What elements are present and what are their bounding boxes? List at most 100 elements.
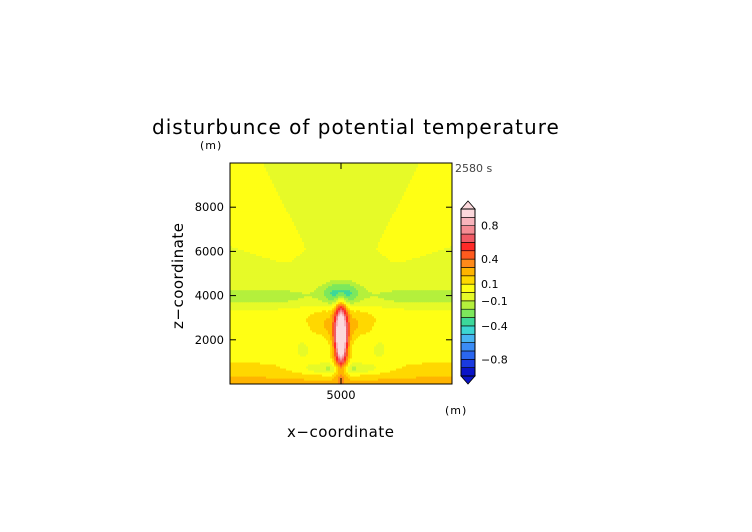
field-cell bbox=[324, 365, 327, 369]
field-cell bbox=[256, 355, 259, 359]
field-cell bbox=[282, 351, 285, 355]
field-cell bbox=[430, 347, 433, 351]
field-cell bbox=[256, 335, 259, 339]
field-cell bbox=[398, 369, 401, 373]
field-cell bbox=[314, 379, 317, 383]
field-cell bbox=[236, 369, 239, 373]
field-cell bbox=[398, 359, 401, 363]
field-cell bbox=[302, 377, 305, 381]
field-cell bbox=[270, 361, 273, 365]
field-cell bbox=[384, 381, 387, 384]
field-cell bbox=[356, 375, 359, 379]
field-cell bbox=[422, 379, 425, 383]
field-cell bbox=[372, 357, 375, 361]
field-cell bbox=[384, 365, 387, 369]
field-cell bbox=[266, 377, 269, 381]
field-cell bbox=[354, 375, 357, 379]
field-cell bbox=[276, 337, 279, 341]
field-cell bbox=[344, 339, 347, 343]
field-cell bbox=[414, 375, 417, 379]
field-cell bbox=[300, 381, 303, 384]
field-cell bbox=[236, 355, 239, 359]
field-cell bbox=[256, 375, 259, 379]
field-cell bbox=[406, 375, 409, 379]
field-cell bbox=[284, 355, 287, 359]
field-cell bbox=[346, 375, 349, 379]
field-cell bbox=[272, 349, 275, 353]
field-cell bbox=[304, 381, 307, 384]
field-cell bbox=[398, 349, 401, 353]
field-cell bbox=[236, 363, 239, 367]
field-cell bbox=[320, 349, 323, 353]
field-cell bbox=[254, 377, 257, 381]
field-cell bbox=[258, 355, 261, 359]
field-cell bbox=[428, 357, 431, 361]
field-cell bbox=[296, 377, 299, 381]
field-cell bbox=[382, 369, 385, 373]
field-cell bbox=[432, 377, 435, 381]
field-cell bbox=[230, 371, 233, 375]
field-cell bbox=[326, 375, 329, 379]
field-cell bbox=[428, 339, 431, 343]
field-cell bbox=[328, 355, 331, 359]
field-cell bbox=[352, 345, 355, 349]
field-cell bbox=[408, 363, 411, 367]
field-cell bbox=[276, 347, 279, 351]
field-cell bbox=[330, 343, 333, 347]
field-cell bbox=[296, 337, 299, 341]
field-cell bbox=[428, 371, 431, 375]
field-cell bbox=[430, 379, 433, 383]
field-cell bbox=[354, 361, 357, 365]
field-cell bbox=[394, 369, 397, 373]
field-cell bbox=[332, 343, 335, 347]
field-cell bbox=[324, 353, 327, 357]
field-cell bbox=[402, 343, 405, 347]
field-cell bbox=[346, 365, 349, 369]
field-cell bbox=[258, 379, 261, 383]
field-cell bbox=[384, 361, 387, 365]
field-cell bbox=[396, 381, 399, 384]
field-cell bbox=[350, 371, 353, 375]
field-cell bbox=[286, 377, 289, 381]
field-cell bbox=[374, 371, 377, 375]
field-cell bbox=[390, 363, 393, 367]
field-cell bbox=[350, 357, 353, 361]
field-cell bbox=[338, 379, 341, 383]
field-cell bbox=[396, 371, 399, 375]
field-cell bbox=[360, 377, 363, 381]
field-cell bbox=[334, 341, 337, 345]
field-cell bbox=[244, 355, 247, 359]
field-cell bbox=[348, 367, 351, 371]
field-cell bbox=[442, 367, 445, 371]
field-cell bbox=[314, 337, 317, 341]
field-cell bbox=[322, 351, 325, 355]
field-cell bbox=[240, 381, 243, 384]
field-cell bbox=[282, 335, 285, 339]
field-cell bbox=[444, 345, 447, 349]
field-cell bbox=[356, 343, 359, 347]
field-cell bbox=[446, 357, 449, 361]
field-cell bbox=[244, 343, 247, 347]
field-cell bbox=[358, 367, 361, 371]
field-cell bbox=[382, 363, 385, 367]
field-cell bbox=[378, 359, 381, 363]
field-cell bbox=[232, 353, 235, 357]
field-cell bbox=[280, 359, 283, 363]
field-cell bbox=[394, 373, 397, 377]
field-cell bbox=[324, 369, 327, 373]
field-cell bbox=[236, 373, 239, 377]
field-cell bbox=[252, 349, 255, 353]
field-cell bbox=[390, 375, 393, 379]
field-cell bbox=[424, 379, 427, 383]
field-cell bbox=[238, 381, 241, 384]
field-cell bbox=[404, 337, 407, 341]
field-cell bbox=[238, 377, 241, 381]
field-cell bbox=[232, 359, 235, 363]
field-cell bbox=[450, 337, 452, 341]
field-cell bbox=[432, 367, 435, 371]
field-cell bbox=[372, 361, 375, 365]
field-cell bbox=[392, 357, 395, 361]
field-cell bbox=[406, 353, 409, 357]
field-cell bbox=[328, 353, 331, 357]
field-cell bbox=[430, 369, 433, 373]
